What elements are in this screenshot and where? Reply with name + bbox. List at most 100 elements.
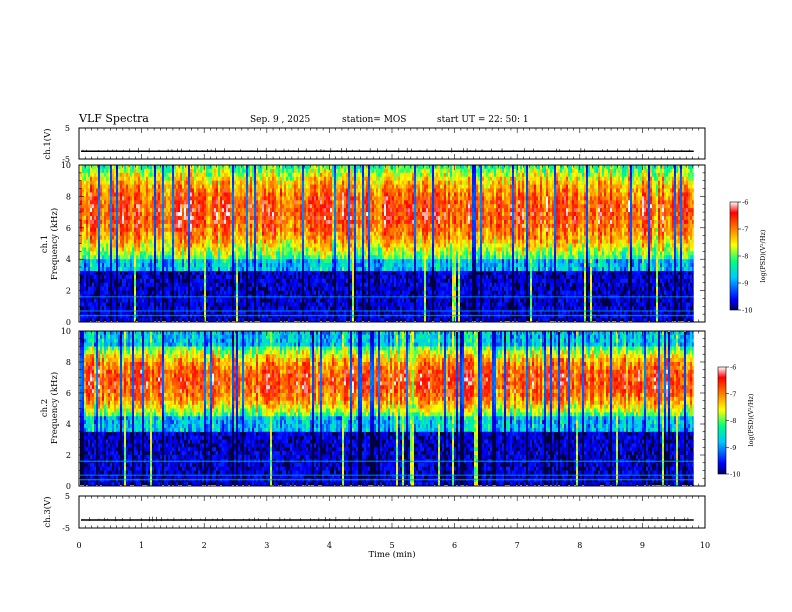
spectrogram-cell	[162, 165, 164, 169]
spectrogram-cell	[344, 169, 346, 173]
spectrogram-cell	[306, 177, 308, 181]
spectrogram-cell	[134, 228, 136, 232]
spectrogram-cell	[296, 298, 298, 302]
spectrogram-cell	[168, 236, 170, 240]
spectrogram-cell	[158, 228, 160, 232]
spectrogram-cell	[228, 267, 230, 271]
spectrogram-cell	[318, 196, 320, 200]
spectrogram-cell	[252, 208, 254, 212]
spectrogram-cell	[104, 306, 106, 310]
spectrogram-cell	[134, 177, 136, 181]
spectrogram-cell	[82, 220, 84, 224]
spectrogram-cell	[164, 275, 166, 279]
spectrogram-cell	[176, 302, 178, 306]
spectrogram-cell	[170, 189, 172, 193]
spectrogram-cell	[272, 314, 274, 318]
spectrogram-cell	[200, 173, 202, 177]
spectrogram-cell	[278, 251, 280, 255]
spectrogram-cell	[126, 228, 128, 232]
spectrogram-cell	[164, 189, 166, 193]
spectrogram-cell	[328, 236, 330, 240]
spectrogram-cell	[322, 244, 324, 248]
spectrogram-cell	[248, 240, 250, 244]
spectrogram-cell	[90, 177, 92, 181]
spectrogram-cell	[282, 165, 284, 169]
spectrogram-cell	[168, 306, 170, 310]
spectrogram-cell	[122, 259, 124, 263]
spectrogram-cell	[270, 306, 272, 310]
spectrogram-cell	[120, 204, 122, 208]
spectrogram-cell	[350, 306, 352, 310]
spectrogram-cell	[282, 208, 284, 212]
spectrogram-cell	[304, 173, 306, 177]
spectrogram-cell	[148, 263, 150, 267]
spectrogram-cell	[326, 287, 328, 291]
spectrogram-cell	[96, 314, 98, 318]
spectrogram-cell	[208, 216, 210, 220]
spectrogram-cell	[118, 263, 120, 267]
spectrogram-cell	[156, 298, 158, 302]
spectrogram-cell	[208, 165, 210, 169]
spectrogram-cell	[194, 247, 196, 251]
spectrogram-cell	[154, 263, 156, 267]
spectrogram-cell	[216, 200, 218, 204]
spectrogram-cell	[326, 267, 328, 271]
spectrogram-cell	[152, 302, 154, 306]
spectrogram-cell	[180, 196, 182, 200]
spectrogram-cell	[100, 267, 102, 271]
spectrogram-cell	[86, 165, 88, 169]
spectrogram-cell	[302, 169, 304, 173]
spectrogram-cell	[228, 263, 230, 267]
spectrogram-cell	[106, 275, 108, 279]
spectrogram-cell	[96, 192, 98, 196]
spectrogram-cell	[328, 240, 330, 244]
spectrogram-cell	[222, 291, 224, 295]
spectrogram-cell	[196, 189, 198, 193]
spectrogram-cell	[126, 255, 128, 259]
spectrogram-cell	[96, 220, 98, 224]
spectrogram-cell	[146, 251, 148, 255]
spectrogram-cell	[164, 200, 166, 204]
spectrogram-cell	[84, 173, 86, 177]
spectrogram-cell	[194, 236, 196, 240]
spectrogram-cell	[156, 189, 158, 193]
spectrogram-cell	[212, 255, 214, 259]
spectrogram-cell	[168, 177, 170, 181]
spectrogram-cell	[126, 232, 128, 236]
spectrogram-cell	[270, 244, 272, 248]
spectrogram-cell	[108, 298, 110, 302]
spectrogram-cell	[300, 251, 302, 255]
spectrogram-cell	[214, 228, 216, 232]
spectrogram-cell	[234, 212, 236, 216]
spectrogram-cell	[226, 185, 228, 189]
spectrogram-cell	[350, 255, 352, 259]
spectrogram-cell	[100, 263, 102, 267]
spectrogram-cell	[250, 232, 252, 236]
spectrogram-cell	[152, 192, 154, 196]
spectrogram-cell	[326, 216, 328, 220]
spectrogram-cell	[82, 212, 84, 216]
spectrogram-cell	[294, 247, 296, 251]
spectrogram-cell	[202, 271, 204, 275]
spectrogram-cell	[112, 232, 114, 236]
spectrogram-cell	[180, 283, 182, 287]
spectrogram-cell	[108, 259, 110, 263]
spectrogram-cell	[296, 267, 298, 271]
spectrogram-cell	[88, 173, 90, 177]
spectrogram-cell	[328, 173, 330, 177]
spectrogram-cell	[264, 271, 266, 275]
spectrogram-cell	[284, 208, 286, 212]
spectrogram-cell	[348, 173, 350, 177]
spectrogram-cell	[216, 212, 218, 216]
spectrogram-cell	[140, 287, 142, 291]
spectrogram-cell	[230, 263, 232, 267]
spectrogram-cell	[312, 263, 314, 267]
spectrogram-cell	[180, 177, 182, 181]
spectrogram-cell	[182, 298, 184, 302]
spectrogram-cell	[290, 216, 292, 220]
spectrogram-cell	[336, 208, 338, 212]
spectrogram-cell	[184, 267, 186, 271]
spectrogram-cell	[94, 314, 96, 318]
spectrogram-cell	[346, 216, 348, 220]
spectrogram-cell	[352, 177, 354, 181]
